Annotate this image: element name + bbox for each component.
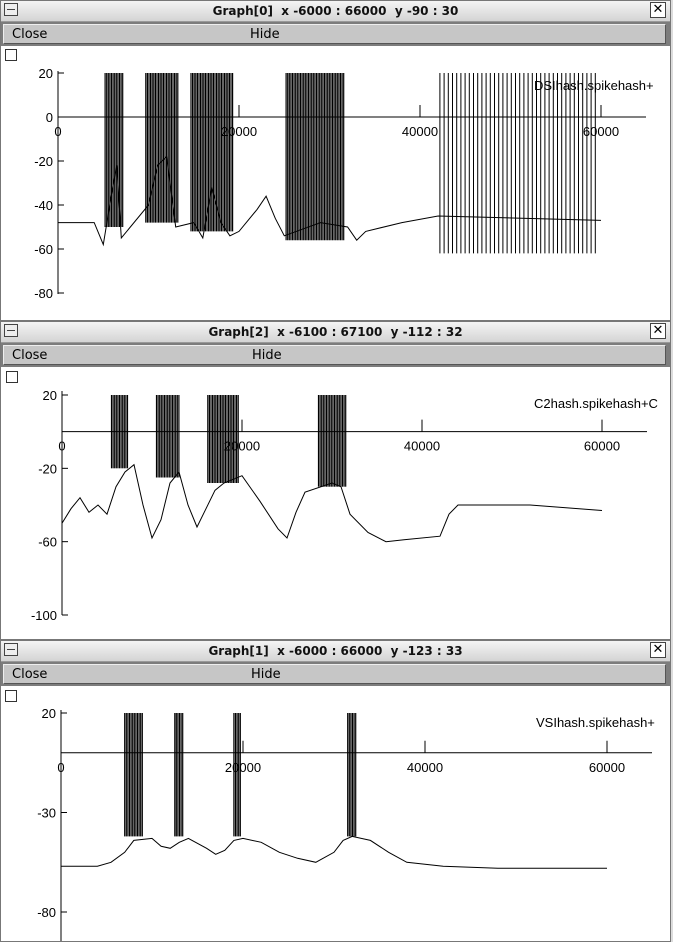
spike-burst — [124, 713, 143, 837]
menu-bar-panel: Close Hide — [3, 345, 666, 365]
x-tick-label: 0 — [57, 760, 64, 775]
graph-checkbox[interactable] — [5, 49, 17, 61]
x-tick-label: 20000 — [224, 439, 260, 454]
menu-bar-panel: Close Hide — [3, 664, 666, 684]
spike-burst — [110, 395, 129, 469]
spike-burst — [233, 713, 241, 837]
window-menu-icon[interactable] — [4, 324, 18, 337]
spike-burst — [207, 395, 239, 483]
window-title: Graph[2] x -6100 : 67100 y -112 : 32 — [208, 325, 463, 339]
window-menu-icon[interactable] — [4, 3, 18, 16]
x-tick-label: 20000 — [225, 760, 261, 775]
spike-burst — [104, 73, 124, 227]
graph-checkbox[interactable] — [6, 371, 18, 383]
y-tick-label: -60 — [34, 242, 53, 257]
menu-bar: Close Hide — [1, 22, 670, 46]
x-tick-label: 0 — [58, 439, 65, 454]
y-tick-label: -100 — [31, 608, 57, 623]
window-menu-icon[interactable] — [4, 643, 18, 656]
close-icon[interactable]: ✕ — [650, 323, 666, 339]
y-tick-label: 20 — [39, 66, 53, 81]
y-tick-label: -60 — [38, 535, 57, 550]
series-label: C2hash.spikehash+C — [534, 396, 658, 411]
y-tick-label: -20 — [34, 154, 53, 169]
spike-burst — [317, 395, 347, 487]
close-icon[interactable]: ✕ — [650, 2, 666, 18]
close-button[interactable]: Close — [12, 667, 48, 682]
close-button[interactable]: Close — [12, 27, 48, 42]
window-titlebar[interactable]: Graph[2] x -6100 : 67100 y -112 : 32 ✕ — [1, 322, 670, 343]
hide-button[interactable]: Hide — [252, 348, 282, 363]
close-icon[interactable]: ✕ — [650, 642, 666, 658]
hide-button[interactable]: Hide — [251, 667, 281, 682]
spike-burst — [174, 713, 184, 837]
window-titlebar[interactable]: Graph[1] x -6000 : 66000 y -123 : 33 ✕ — [1, 641, 670, 662]
y-tick-label: -30 — [37, 806, 56, 821]
x-tick-label: 40000 — [404, 439, 440, 454]
series-label: DSIhash.spikehash+ — [534, 78, 654, 93]
spike-burst — [190, 73, 234, 232]
y-tick-label: 20 — [42, 706, 56, 721]
graph-window-2: Graph[2] x -6100 : 67100 y -112 : 32 ✕ C… — [0, 321, 671, 640]
graph-window-0: Graph[0] x -6000 : 66000 y -90 : 30 ✕ Cl… — [0, 0, 671, 321]
voltage-trace — [61, 463, 603, 543]
menu-bar: Close Hide — [1, 343, 670, 367]
voltage-trace — [61, 835, 607, 869]
y-tick-label: -80 — [34, 286, 53, 301]
x-tick-label: 60000 — [583, 124, 619, 139]
graph-plot[interactable]: 20 -20 -60 -100 0 20000 40000 60000 C2hash.spike… — [1, 367, 671, 640]
x-tick-label: 60000 — [589, 760, 625, 775]
window-title: Graph[1] x -6000 : 66000 y -123 : 33 — [208, 644, 463, 658]
window-titlebar[interactable]: Graph[0] x -6000 : 66000 y -90 : 30 ✕ — [1, 1, 670, 22]
window-title: Graph[0] x -6000 : 66000 y -90 : 30 — [212, 4, 459, 18]
spike-burst — [439, 73, 596, 254]
spike-burst — [155, 395, 180, 478]
menu-bar-panel: Close Hide — [3, 24, 666, 44]
x-tick-label: 60000 — [584, 439, 620, 454]
y-tick-label: -80 — [37, 905, 56, 920]
graph-plot[interactable]: 20 -30 -80 0 20000 40000 60000 VSIhash.spikehas… — [1, 686, 671, 942]
x-tick-label: 40000 — [402, 124, 438, 139]
y-tick-label: 20 — [43, 388, 57, 403]
series-label: VSIhash.spikehash+ — [536, 715, 655, 730]
y-tick-label: -20 — [38, 461, 57, 476]
spike-burst — [285, 73, 345, 241]
graph-plot[interactable]: 200-20-40-60-800 20000 40000 60000DSIhash.s… — [1, 46, 671, 321]
close-button[interactable]: Close — [12, 348, 48, 363]
x-tick-label: 0 — [54, 124, 61, 139]
spike-burst — [347, 713, 357, 837]
graph-checkbox[interactable] — [5, 690, 17, 702]
graph-window-1: Graph[1] x -6000 : 66000 y -123 : 33 ✕ C… — [0, 640, 671, 942]
menu-bar: Close Hide — [1, 662, 670, 686]
y-tick-label: -40 — [34, 198, 53, 213]
y-tick-label: 0 — [46, 110, 53, 125]
x-tick-label: 40000 — [407, 760, 443, 775]
hide-button[interactable]: Hide — [250, 27, 280, 42]
spike-burst — [145, 73, 179, 223]
